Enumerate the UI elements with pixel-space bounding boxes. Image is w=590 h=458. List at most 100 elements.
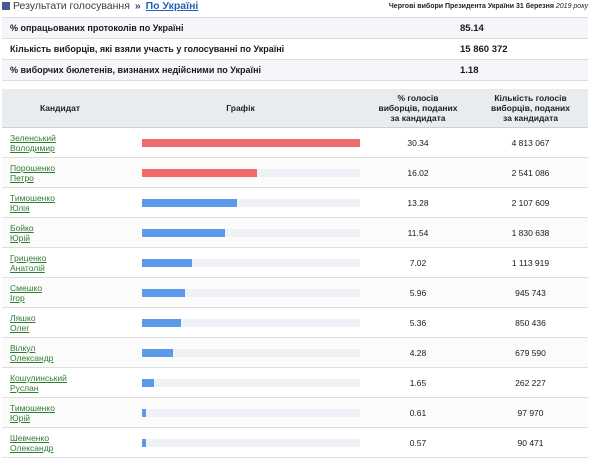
candidate-given-name: Ігор xyxy=(10,292,25,303)
header-percent-line: виборців, поданих xyxy=(378,103,458,113)
candidate-surname: Гриценко xyxy=(10,252,47,263)
table-row: Шевченко Олександр 0.57 90 471 xyxy=(2,427,588,458)
table-row: Ляшко Олег 5.36 850 436 xyxy=(2,307,588,338)
candidate-link[interactable]: Бойко Юрій xyxy=(10,223,118,243)
candidate-given-name: Олег xyxy=(10,322,30,333)
candidate-given-name: Петро xyxy=(10,172,34,183)
candidate-link[interactable]: Кошулинський Руслан xyxy=(10,373,118,393)
candidate-link[interactable]: Тимошенко Юлія xyxy=(10,193,118,213)
percent-cell: 4.28 xyxy=(363,337,473,368)
count-cell: 850 436 xyxy=(473,307,588,338)
percent-cell: 5.36 xyxy=(363,307,473,338)
results-body: Зеленський Володимир 30.34 4 813 067 Порошен… xyxy=(2,127,588,458)
candidate-given-name: Юрій xyxy=(10,232,30,243)
table-row: Смешко Ігор 5.96 945 743 xyxy=(2,277,588,308)
count-cell: 97 970 xyxy=(473,397,588,428)
bar-track xyxy=(142,198,360,207)
candidate-surname: Вілкул xyxy=(10,342,36,353)
summary-row: % виборчих бюлетенів, визнаних недійсним… xyxy=(2,59,588,81)
summary-value: 85.14 xyxy=(410,17,588,39)
count-cell: 4 813 067 xyxy=(473,127,588,158)
header-percent[interactable]: % голосів виборців, поданих за кандидата xyxy=(363,89,473,128)
candidate-surname: Шевченко xyxy=(10,432,50,443)
candidate-link[interactable]: Смешко Ігор xyxy=(10,283,118,303)
candidate-surname: Кошулинський xyxy=(10,372,67,383)
candidate-cell: Тимошенко Юрій xyxy=(2,397,118,428)
graph-cell xyxy=(118,307,363,338)
summary-table: % опрацьованих протоколів по Україні 85.… xyxy=(2,17,588,81)
bar-fill xyxy=(142,288,185,297)
bar-fill xyxy=(142,438,147,447)
summary-label: % виборчих бюлетенів, визнаних недійсним… xyxy=(2,59,410,81)
bar-fill xyxy=(142,138,360,147)
header-count-line: виборців, поданих xyxy=(490,103,571,113)
bar-track xyxy=(142,168,360,177)
table-row: Порошенко Петро 16.02 2 541 086 xyxy=(2,157,588,188)
summary-value: 15 860 372 xyxy=(410,38,588,60)
summary-value: 1.18 xyxy=(410,59,588,81)
graph-cell xyxy=(118,427,363,458)
bar-fill xyxy=(142,318,181,327)
header-count[interactable]: Кількість голосів виборців, поданих за к… xyxy=(473,89,588,128)
summary-row: Кількість виборців, які взяли участь у г… xyxy=(2,38,588,60)
bar-fill xyxy=(142,198,238,207)
breadcrumb-separator: » xyxy=(134,0,141,12)
bar-fill xyxy=(142,168,258,177)
header-graph: Графік xyxy=(118,89,363,128)
count-cell: 262 227 xyxy=(473,367,588,398)
bar-fill xyxy=(142,228,225,237)
breadcrumb-root[interactable]: Результати голосування xyxy=(13,0,130,12)
percent-cell: 13.28 xyxy=(363,187,473,218)
table-row: Кошулинський Руслан 1.65 262 227 xyxy=(2,367,588,398)
candidate-link[interactable]: Вілкул Олександр xyxy=(10,343,118,363)
breadcrumb-current[interactable]: По Україні xyxy=(145,0,199,12)
summary-label: % опрацьованих протоколів по Україні xyxy=(2,17,410,39)
candidate-surname: Тимошенко xyxy=(10,192,55,203)
breadcrumb: Результати голосування » По Україні xyxy=(13,0,198,13)
candidate-given-name: Олександр xyxy=(10,442,54,453)
candidate-cell: Шевченко Олександр xyxy=(2,427,118,458)
bar-fill xyxy=(142,378,154,387)
count-cell: 1 830 638 xyxy=(473,217,588,248)
table-row: Зеленський Володимир 30.34 4 813 067 xyxy=(2,127,588,158)
percent-cell: 7.02 xyxy=(363,247,473,278)
bar-track xyxy=(142,378,360,387)
bar-track xyxy=(142,408,360,417)
percent-cell: 11.54 xyxy=(363,217,473,248)
count-cell: 90 471 xyxy=(473,427,588,458)
candidate-cell: Бойко Юрій xyxy=(2,217,118,248)
candidate-link[interactable]: Гриценко Анатолій xyxy=(10,253,118,273)
candidate-surname: Порошенко xyxy=(10,162,56,173)
candidate-link[interactable]: Порошенко Петро xyxy=(10,163,118,183)
count-cell: 1 113 919 xyxy=(473,247,588,278)
graph-cell xyxy=(118,367,363,398)
candidate-surname: Бойко xyxy=(10,222,34,233)
count-cell: 945 743 xyxy=(473,277,588,308)
candidate-link[interactable]: Шевченко Олександр xyxy=(10,433,118,453)
summary-row: % опрацьованих протоколів по Україні 85.… xyxy=(2,17,588,39)
bar-fill xyxy=(142,408,147,417)
percent-cell: 0.61 xyxy=(363,397,473,428)
count-cell: 2 541 086 xyxy=(473,157,588,188)
bar-track xyxy=(142,318,360,327)
candidate-given-name: Юлія xyxy=(10,202,30,213)
header-candidate[interactable]: Кандидат xyxy=(2,89,118,128)
candidate-link[interactable]: Ляшко Олег xyxy=(10,313,118,333)
candidate-link[interactable]: Тимошенко Юрій xyxy=(10,403,118,423)
candidate-link[interactable]: Зеленський Володимир xyxy=(10,133,118,153)
bar-track xyxy=(142,228,360,237)
percent-cell: 1.65 xyxy=(363,367,473,398)
bar-fill xyxy=(142,348,173,357)
bar-track xyxy=(142,258,360,267)
election-title-text: Чергові вибори Президента України 31 бер… xyxy=(388,3,554,10)
candidate-given-name: Олександр xyxy=(10,352,54,363)
candidate-cell: Ляшко Олег xyxy=(2,307,118,338)
candidate-surname: Ляшко xyxy=(10,312,36,323)
candidate-cell: Зеленський Володимир xyxy=(2,127,118,158)
candidate-cell: Кошулинський Руслан xyxy=(2,367,118,398)
bar-track xyxy=(142,138,360,147)
count-cell: 2 107 609 xyxy=(473,187,588,218)
candidate-cell: Смешко Ігор xyxy=(2,277,118,308)
header-count-line: Кількість голосів xyxy=(494,93,567,103)
candidate-cell: Тимошенко Юлія xyxy=(2,187,118,218)
